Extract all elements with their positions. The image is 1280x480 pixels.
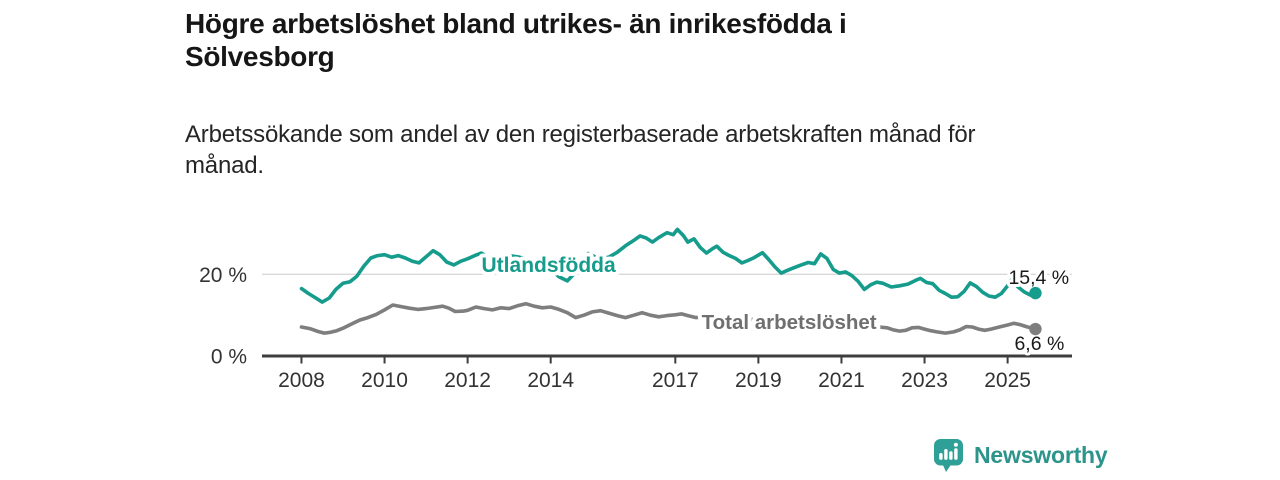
title-line-1: Högre arbetslöshet bland utrikes- än inr… xyxy=(185,8,847,39)
x-tick-label-2017: 2017 xyxy=(652,369,699,392)
y-tick-label-0: 0 % xyxy=(211,346,247,369)
x-tick-label-2025: 2025 xyxy=(984,369,1031,392)
end-dot-total xyxy=(1029,322,1042,336)
x-tick-label-2008: 2008 xyxy=(278,369,325,392)
end-value-label-utlandsfodda: 15,4 % xyxy=(1008,267,1069,289)
x-tick-label-2012: 2012 xyxy=(444,369,491,392)
x-tick-label-2019: 2019 xyxy=(735,369,782,392)
series-label-utlandsfodda: Utlandsfödda xyxy=(482,254,616,277)
series-line-total xyxy=(299,301,1038,335)
subtitle-line-2: månad. xyxy=(185,152,264,179)
newsworthy-logo: Newsworthy xyxy=(933,438,1108,473)
title-line-2: Sölvesborg xyxy=(185,41,335,72)
subtitle-line-1: Arbetssökande som andel av den registerb… xyxy=(185,121,976,148)
end-value-label-total: 6,6 % xyxy=(1014,333,1064,355)
page-title: Högre arbetslöshet bland utrikes- än inr… xyxy=(185,7,847,73)
y-tick-label-20: 20 % xyxy=(199,264,247,287)
newsworthy-chart-bubble-icon xyxy=(934,439,963,472)
x-tick-label-2014: 2014 xyxy=(527,369,574,392)
brand-name: Newsworthy xyxy=(974,442,1108,468)
x-tick-label-2023: 2023 xyxy=(901,369,948,392)
end-dot-utlandsfodda xyxy=(1029,286,1042,300)
x-tick-label-2021: 2021 xyxy=(818,369,865,392)
x-tick-label-2010: 2010 xyxy=(361,369,408,392)
chart-subtitle: Arbetssökande som andel av den registerb… xyxy=(185,119,975,181)
series-label-total: Total arbetslöshet xyxy=(702,311,877,334)
series-line-utlandsfodda xyxy=(299,227,1038,304)
